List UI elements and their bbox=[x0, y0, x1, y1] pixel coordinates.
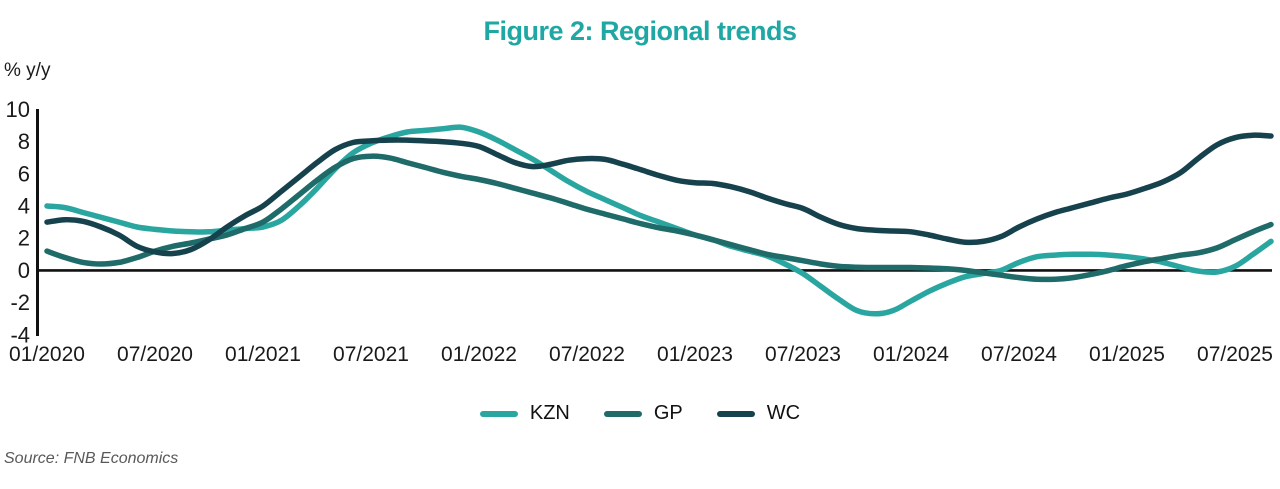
y-tick-label: -4 bbox=[10, 322, 30, 347]
y-tick-label: 10 bbox=[6, 97, 30, 122]
wc-line-swatch bbox=[716, 410, 755, 417]
y-tick-label: 4 bbox=[18, 194, 30, 219]
series-line-gp bbox=[44, 153, 1274, 283]
y-tick-label: 6 bbox=[18, 161, 30, 186]
y-tick-label: 8 bbox=[18, 129, 30, 154]
y-tick-label: 0 bbox=[18, 258, 30, 283]
legend-label-kzn: KZN bbox=[529, 402, 570, 424]
chart-legend: KZN GP WC bbox=[0, 402, 1280, 425]
legend-label-gp: GP bbox=[653, 402, 683, 424]
series-line-wc bbox=[44, 132, 1274, 257]
kzn-line-swatch bbox=[479, 410, 518, 417]
x-tick-label: 01/2023 bbox=[657, 343, 733, 366]
x-tick-label: 07/2020 bbox=[117, 343, 193, 366]
x-tick-label: 07/2022 bbox=[549, 343, 625, 366]
y-tick-label: 2 bbox=[18, 226, 30, 251]
gp-line-swatch bbox=[603, 410, 642, 417]
chart-title: Figure 2: Regional trends bbox=[483, 16, 797, 46]
series-line-kzn bbox=[44, 124, 1274, 317]
regional-trends-line-chart: 10 8 6 4 2 0 -2 -401/2020 07/2020 01/2021 07/2021 0… bbox=[6, 97, 1274, 366]
y-axis-unit-label: % y/y bbox=[4, 60, 51, 81]
legend-item-kzn: KZN bbox=[479, 402, 570, 425]
x-tick-label: 07/2024 bbox=[981, 343, 1057, 366]
x-tick-label: 01/2024 bbox=[873, 343, 949, 366]
x-tick-label: 07/2023 bbox=[765, 343, 841, 366]
x-tick-label: 01/2025 bbox=[1089, 343, 1165, 366]
x-tick-label: 07/2025 bbox=[1197, 343, 1273, 366]
x-tick-label: 01/2022 bbox=[441, 343, 517, 366]
legend-item-wc: WC bbox=[716, 402, 801, 425]
y-tick-label: -2 bbox=[10, 290, 30, 315]
x-tick-label: 07/2021 bbox=[333, 343, 409, 366]
legend-label-wc: WC bbox=[766, 402, 801, 424]
x-tick-label: 01/2021 bbox=[225, 343, 301, 366]
source-note: Source: FNB Economics bbox=[4, 450, 179, 467]
x-tick-label: 01/2020 bbox=[9, 343, 85, 366]
legend-item-gp: GP bbox=[603, 402, 683, 425]
